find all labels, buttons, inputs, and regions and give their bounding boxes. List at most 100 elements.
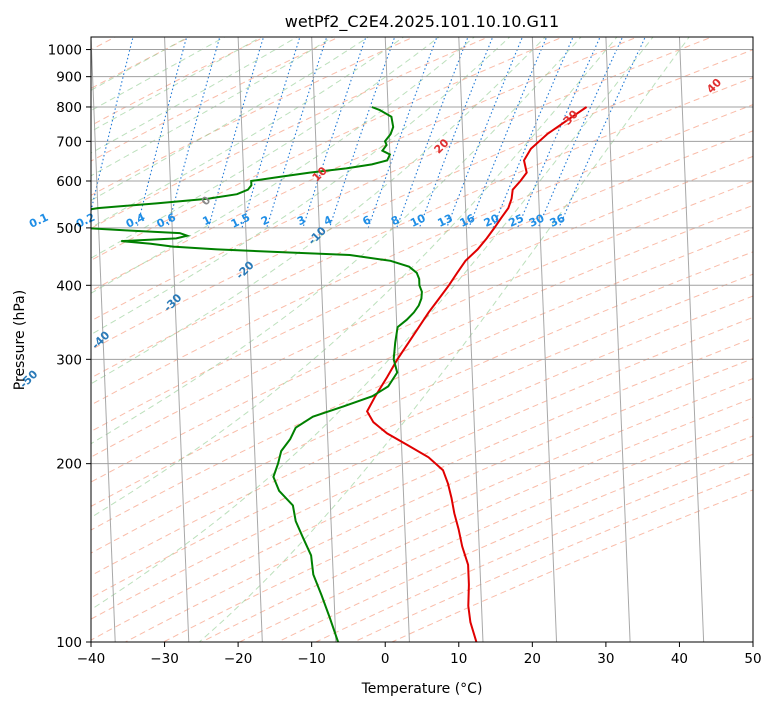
y-tick-label: 900 — [56, 70, 82, 86]
mixing-ratio-label: 0.1 — [27, 211, 50, 231]
grid — [91, 37, 753, 642]
x-tick-label: 40 — [671, 651, 688, 667]
mixing-ratio-line — [517, 37, 601, 229]
y-axis-label: Pressure (hPa) — [12, 290, 28, 390]
mixing-ratio-line — [91, 37, 134, 214]
y-tick-label: 600 — [56, 174, 82, 190]
x-tick-label: 0 — [381, 651, 390, 667]
y-tick-label: 400 — [56, 278, 82, 294]
mixing-ratio-label: 3 — [295, 213, 307, 228]
x-tick-label: 30 — [597, 651, 614, 667]
temperature-profile — [365, 106, 588, 642]
dry-adiabat — [91, 337, 753, 641]
mixing-ratio-label: 4 — [322, 213, 335, 228]
mixing-ratio-line — [266, 37, 328, 229]
moist-adiabat — [91, 37, 511, 336]
mixing-ratio-label: 2 — [259, 213, 271, 228]
dry-adiabat — [91, 295, 753, 599]
mixing-ratio-label: 20 — [482, 211, 502, 229]
dry-adiabat — [91, 316, 753, 620]
sounding-profiles — [91, 106, 588, 642]
y-tick-label: 1000 — [48, 43, 82, 59]
line-labels: -100-90-80-70-60-50-40-30-20-100.10.20.4… — [17, 76, 724, 391]
isotherm — [458, 37, 484, 642]
mixing-ratio-label: 10 — [408, 211, 428, 229]
mixing-ratio-label: 8 — [389, 213, 401, 228]
dry-adiabat-label: 0 — [199, 193, 214, 208]
dry-adiabat — [91, 49, 753, 351]
moist-adiabat — [91, 37, 440, 259]
isotherm — [91, 37, 116, 642]
isotherm — [164, 37, 190, 642]
mixing-ratio-label: 30 — [527, 211, 547, 229]
dry-adiabat — [91, 180, 753, 483]
isotherm — [752, 37, 753, 50]
x-tick-label: −30 — [150, 651, 179, 667]
mixing-ratio-label: 25 — [506, 212, 525, 230]
x-tick-label: 20 — [524, 651, 541, 667]
dry-adiabat — [91, 104, 753, 406]
mixing-ratio-line — [328, 37, 396, 229]
dry-adiabat — [238, 416, 753, 642]
mixing-ratio-line — [446, 37, 524, 229]
x-tick-label: −40 — [77, 651, 106, 667]
dry-adiabat — [200, 397, 753, 642]
x-tick-label: 10 — [450, 651, 467, 667]
dry-adiabat-label: 20 — [432, 136, 452, 156]
mixing-ratio-line — [241, 37, 301, 229]
mixing-ratio-line — [40, 35, 83, 228]
dry-adiabat — [91, 228, 753, 531]
mixing-ratio-label: 1 — [201, 213, 213, 228]
mixing-ratio-line — [418, 37, 494, 229]
y-tick-label: 100 — [56, 635, 82, 651]
plot-frame — [90, 36, 754, 643]
mixing-ratio-label: 16 — [458, 211, 478, 229]
dry-adiabat — [91, 273, 753, 577]
mixing-ratio-label: 6 — [361, 213, 374, 228]
mixing-ratio-line — [302, 37, 367, 229]
moist-adiabat — [91, 37, 582, 445]
moist-adiabat — [91, 37, 370, 202]
dry-adiabat — [91, 155, 753, 458]
dry-adiabat — [91, 37, 266, 127]
isotherm-label: -20 — [233, 258, 256, 281]
dry-adiabat-label: 30 — [561, 107, 581, 127]
isotherm — [311, 37, 337, 642]
x-axis-label: Temperature (°C) — [361, 681, 483, 697]
x-tick-label: −10 — [297, 651, 326, 667]
x-tick-label: 50 — [744, 651, 761, 667]
y-tick-label: 200 — [56, 457, 82, 473]
dry-adiabat — [91, 130, 753, 433]
moist-adiabat — [91, 37, 298, 154]
chart-title: wetPf2_C2E4.2025.101.10.10.G11 — [285, 12, 559, 32]
dry-adiabat — [91, 77, 753, 379]
isotherm — [605, 37, 631, 642]
dry-adiabat — [91, 37, 341, 162]
dry-adiabat — [91, 37, 490, 229]
isotherm — [531, 37, 558, 642]
y-tick-label: 700 — [56, 134, 82, 150]
mixing-ratio-label: 13 — [436, 212, 455, 230]
isotherm — [384, 37, 410, 642]
moist-adiabat — [91, 37, 476, 294]
y-tick-label: 800 — [56, 100, 82, 116]
isotherm-label: -30 — [161, 291, 184, 314]
mixing-ratio-line — [136, 37, 188, 229]
x-tick-label: −20 — [224, 651, 253, 667]
mixing-ratio-line — [367, 37, 438, 229]
background-lines — [40, 35, 753, 642]
mixing-ratio-line — [207, 37, 265, 229]
y-axis: 100 200 300 400 500 600 700 800 900 1000 — [48, 43, 91, 651]
dewpoint-profile — [91, 106, 423, 642]
mixing-ratio-label: 36 — [548, 211, 568, 229]
dry-adiabat — [162, 378, 753, 642]
x-axis: −40 −30 −20 −10 0 10 20 30 40 50 — [77, 642, 762, 667]
y-tick-label: 300 — [56, 352, 82, 368]
dry-adiabat — [91, 37, 564, 261]
mixing-ratio-line — [558, 37, 646, 229]
isotherm-label: -40 — [89, 328, 112, 351]
moist-adiabat — [91, 37, 405, 229]
isotherm — [237, 37, 263, 642]
y-tick-label: 500 — [56, 221, 82, 237]
